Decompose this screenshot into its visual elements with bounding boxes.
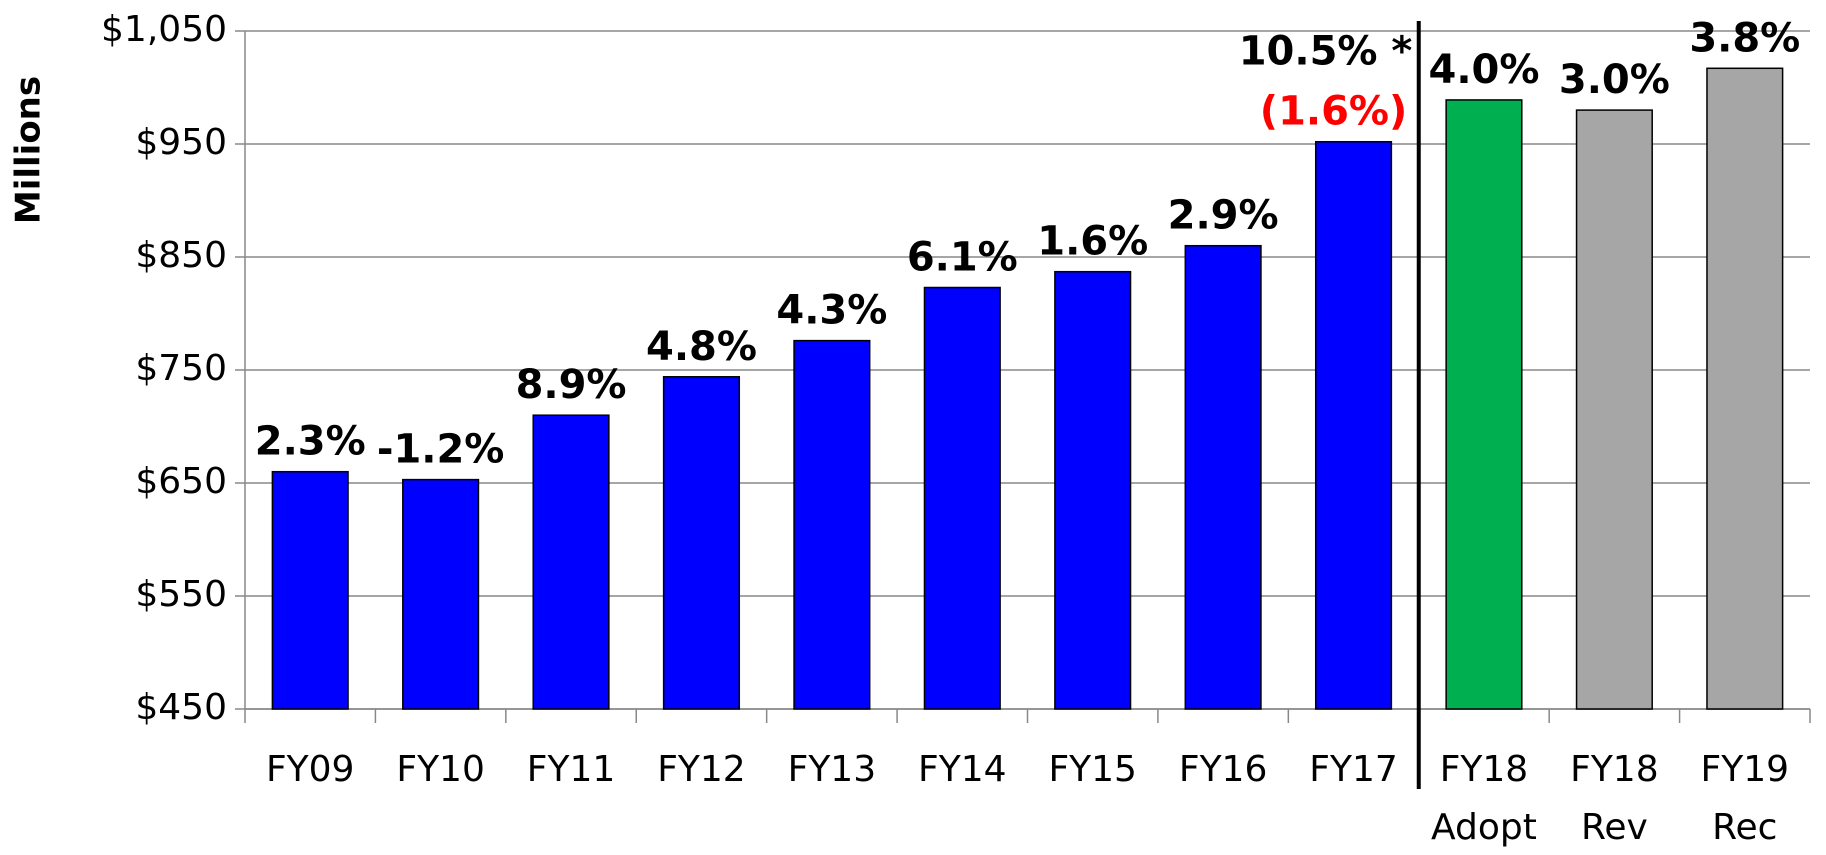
bar [532,414,610,710]
data-label: 8.9% [516,362,627,408]
data-label: 1.6% [1037,219,1148,265]
data-label: 10.5% * [1239,29,1413,75]
data-label: 6.1% [907,235,1018,281]
bar [1575,109,1653,710]
bar [271,470,349,710]
data-label: 4.8% [646,324,757,370]
bar [402,478,480,710]
data-label: -1.2% [377,427,505,473]
data-label: 3.0% [1559,57,1670,103]
bar [793,339,871,710]
x-tick-label-line: FY11 [527,749,616,790]
x-tick-label-line: FY13 [788,749,877,790]
x-tick-label: FY11 [527,749,616,790]
x-tick-label: FY10 [396,749,485,790]
y-tick-label: $650 [135,461,227,502]
x-tick-label-line: FY18 [1440,749,1529,790]
x-tick-label-line: FY15 [1048,749,1137,790]
data-label: 2.9% [1168,193,1279,239]
x-tick-label-line: FY17 [1309,749,1398,790]
data-label: 4.0% [1428,47,1539,93]
x-tick-label-line: FY12 [657,749,746,790]
x-tick-label-line: FY18 [1570,749,1659,790]
x-tick-label-line: FY16 [1179,749,1268,790]
x-tick-label-line: Rev [1581,807,1648,848]
y-tick-label: $750 [135,348,227,389]
x-tick-label-line: FY14 [918,749,1007,790]
x-tick-label: FY18 Adopt [1431,749,1537,848]
x-tick-label: FY14 [918,749,1007,790]
x-tick-label-line: FY10 [396,749,485,790]
x-tick-label-line: Rec [1712,807,1777,848]
x-tick-label-line: FY09 [266,749,355,790]
bar [1706,67,1784,710]
bar [1054,270,1132,710]
y-tick-label: $1,050 [101,9,227,50]
y-tick-label: $550 [135,574,227,615]
data-label: 4.3% [776,288,887,334]
x-tick-label: FY15 [1048,749,1137,790]
y-tick-label: $950 [135,122,227,163]
x-tick-label: FY16 [1179,749,1268,790]
x-tick-label: FY18 Rev [1570,749,1659,848]
bar [1184,244,1262,710]
x-tick-label: FY13 [788,749,877,790]
data-label: 2.3% [255,419,366,465]
y-tick-label: $850 [135,235,227,276]
x-tick-label-line: FY19 [1701,749,1790,790]
y-tick-label: $450 [135,687,227,728]
y-axis-label: Millions [9,76,49,224]
annotation: (1.6%) [1260,89,1408,135]
x-tick-label: FY09 [266,749,355,790]
x-tick-label-line: Adopt [1431,807,1537,848]
bar [662,376,741,710]
x-tick-label: FY19 Rec [1701,749,1790,848]
bar [1445,99,1523,710]
x-tick-label: FY12 [657,749,746,790]
x-tick-label: FY17 [1309,749,1398,790]
bar [1314,140,1393,710]
bar [923,286,1001,710]
data-label: 3.8% [1689,15,1800,61]
